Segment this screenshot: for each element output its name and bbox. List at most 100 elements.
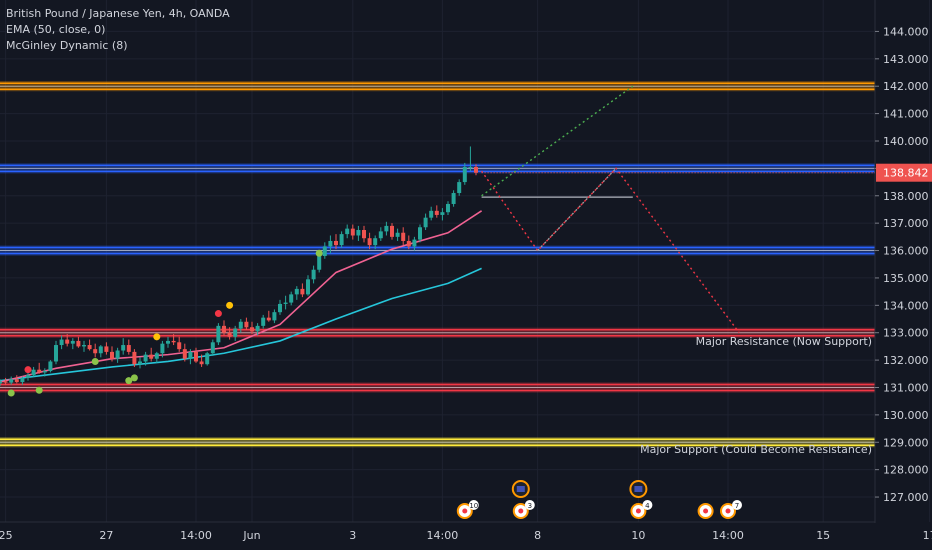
candle (138, 357, 142, 369)
candle (434, 205, 439, 218)
candle (115, 347, 120, 363)
time-tick-label: 27 (99, 529, 113, 542)
candle (177, 336, 182, 352)
candle (328, 235, 333, 254)
chart-legend: British Pound / Japanese Yen, 4h, OANDA … (6, 6, 230, 54)
candle (322, 242, 327, 259)
price-tick-label: 138.000 (883, 190, 929, 203)
candle (266, 310, 271, 322)
candle-body (14, 379, 19, 383)
signal-dot (130, 374, 138, 382)
scenario-path (537, 167, 617, 252)
time-tick-label: 14:00 (427, 529, 459, 542)
candle-body (339, 234, 344, 246)
level-band (0, 437, 875, 448)
candle-body (70, 340, 75, 344)
candle (37, 362, 42, 374)
candle (110, 346, 114, 362)
candle-body (37, 369, 42, 373)
candle (300, 283, 305, 298)
event-marker: 3 (511, 480, 535, 519)
price-tick-label: 143.000 (883, 53, 929, 66)
candle-body (306, 279, 310, 295)
candle-body (261, 317, 266, 326)
candle (132, 349, 137, 367)
candle-body (76, 340, 81, 347)
candle (216, 323, 221, 346)
candle-body (149, 354, 154, 359)
candle (289, 291, 294, 306)
candle (104, 342, 109, 355)
candle-body (238, 321, 243, 329)
candle (294, 286, 299, 300)
symbol-title: British Pound / Japanese Yen, 4h, OANDA (6, 7, 230, 20)
candle (9, 376, 14, 385)
candle (334, 234, 338, 250)
price-tick-label: 129.000 (883, 436, 929, 449)
candle (462, 162, 467, 185)
candle-body (227, 332, 232, 337)
price-tick-label: 140.000 (883, 135, 929, 148)
candle (339, 231, 344, 248)
candle (65, 334, 70, 347)
event-icon-center (725, 508, 731, 514)
event-count: 3 (528, 502, 532, 510)
candle-body (104, 346, 109, 352)
time-tick-label: 8 (534, 529, 541, 542)
candle (278, 299, 282, 315)
scenario-path (481, 85, 634, 197)
candle-body (362, 230, 366, 239)
candle (238, 319, 243, 333)
level-annotation: Major Support (Could Become Resistance) (640, 443, 872, 456)
candle-body (87, 345, 92, 350)
candle (76, 336, 81, 348)
candle-body (373, 238, 378, 246)
price-tick-label: 135.000 (883, 272, 929, 285)
candle-body (395, 232, 400, 237)
candle-body (3, 381, 8, 383)
time-tick-label: 14:00 (712, 529, 744, 542)
signal-dot (226, 301, 234, 309)
level-band (0, 245, 875, 256)
candle-body (294, 288, 299, 295)
candle-body (378, 231, 383, 239)
candle (199, 354, 204, 367)
event-marker: 4 (629, 480, 653, 519)
signal-dot (125, 377, 133, 385)
candle-body (154, 353, 159, 359)
candle (250, 321, 254, 335)
candle (306, 275, 310, 296)
candle-body (345, 228, 350, 235)
candle (82, 340, 86, 352)
candle-body (429, 210, 434, 218)
candle-body (65, 339, 70, 344)
candle-body (418, 227, 422, 240)
candle (345, 224, 350, 239)
candle-body (233, 328, 238, 337)
event-icon-center (703, 508, 709, 514)
price-tick-label: 144.000 (883, 25, 929, 38)
candle-body (82, 345, 86, 347)
candle (59, 335, 64, 350)
candle (87, 339, 92, 351)
time-tick-label: 17 (923, 529, 932, 542)
price-tick-label: 142.000 (883, 80, 929, 93)
signal-dot (214, 310, 222, 318)
candle (0, 379, 2, 387)
price-tick-label: 128.000 (883, 464, 929, 477)
candle-body (446, 203, 450, 213)
event-marker: 7 (720, 500, 742, 519)
candle (48, 360, 53, 373)
candle-body (440, 212, 445, 215)
candle (429, 206, 434, 221)
level-band (0, 81, 875, 92)
candle (255, 323, 260, 336)
candle (311, 265, 316, 284)
candle-body (322, 246, 327, 257)
candle-body (278, 303, 282, 313)
event-count-badge (732, 500, 742, 510)
candle-body (451, 193, 456, 204)
candle-body (182, 349, 187, 359)
